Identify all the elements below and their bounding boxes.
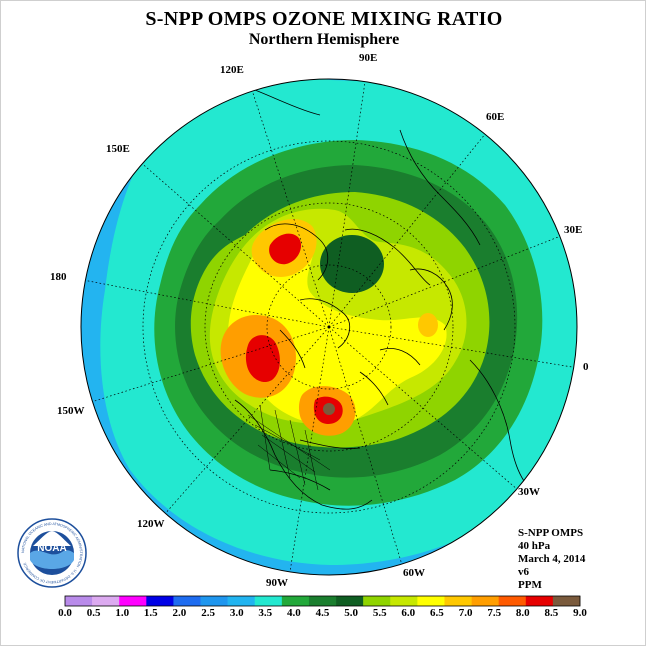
colorbar-swatch <box>444 596 472 606</box>
colorbar-outline <box>64 595 581 607</box>
colorbar-tick-label: 6.5 <box>430 607 444 619</box>
field-red-canada <box>245 335 280 383</box>
colorbar-swatch <box>471 596 499 606</box>
colorbar-tick-label: 1.0 <box>115 607 130 619</box>
colorbar-swatch <box>390 596 418 606</box>
colorbar-tick-label: 6.0 <box>401 607 416 619</box>
lon-label-150w: 150W <box>57 405 85 417</box>
info-instrument: S-NPP OMPS <box>518 527 584 539</box>
colorbar-tick-label: 8.5 <box>544 607 559 619</box>
colorbar-tick-label: 2.0 <box>172 607 187 619</box>
colorbar-swatch <box>119 596 147 606</box>
graticule <box>81 79 577 575</box>
colorbar-tick-label: 3.0 <box>229 607 244 619</box>
colorbar-tick-label: 4.0 <box>287 607 301 619</box>
info-units: PPM <box>518 579 542 591</box>
colorbar-swatch <box>281 596 310 606</box>
lon-label-120e: 120E <box>220 64 244 76</box>
colorbar-swatch <box>173 596 201 606</box>
colorbar-tick-label: 0.0 <box>58 607 72 619</box>
lon-label-90w: 90W <box>266 577 288 589</box>
colorbar-swatch <box>552 596 581 606</box>
colorbar-swatch <box>254 596 283 606</box>
info-version: v6 <box>518 566 529 578</box>
info-date: March 4, 2014 <box>518 553 586 565</box>
colorbar-tick-label: 7.0 <box>458 607 473 619</box>
noaa-logo-text: NOAA <box>37 543 66 554</box>
lon-label-30e: 30E <box>564 224 582 236</box>
lon-label-0: 0 <box>583 361 589 373</box>
ozone-field <box>81 79 577 575</box>
field-brown-peak <box>323 403 335 415</box>
colorbar-swatch <box>525 596 554 606</box>
lon-label-60e: 60E <box>486 111 504 123</box>
colorbar-tick-label: 2.5 <box>201 607 215 619</box>
lon-label-120w: 120W <box>137 518 165 530</box>
us-state-grid <box>247 404 331 491</box>
colorbar-swatch <box>146 596 174 606</box>
lon-label-90e: 90E <box>359 52 377 64</box>
colorbar-tick-label: 4.5 <box>315 607 330 619</box>
colorbar-tick-label: 9.0 <box>573 607 587 619</box>
map-boundary <box>80 78 578 576</box>
colorbar-tick-label: 0.5 <box>86 607 101 619</box>
colorbar-swatch <box>92 596 120 606</box>
colorbar-swatch <box>308 596 337 606</box>
field-red-alaska <box>269 233 302 265</box>
colorbar-tick-label: 7.5 <box>487 607 502 619</box>
colorbar-swatch <box>200 596 228 606</box>
colorbar-tick-label: 5.5 <box>372 607 387 619</box>
colorbar-swatch <box>65 596 93 606</box>
colorbar-swatch <box>363 596 391 606</box>
colorbar-swatch <box>336 596 364 606</box>
colorbar-swatch <box>227 596 256 606</box>
info-level: 40 hPa <box>518 540 551 552</box>
coastline-arctic <box>264 223 453 406</box>
lon-label-150e: 150E <box>106 143 130 155</box>
field-dark-green-low <box>320 235 384 293</box>
noaa-logo: NOAA NATIONAL OCEANIC AND ATMOSPHERIC AD… <box>17 518 87 588</box>
field-orange-europe <box>418 313 438 337</box>
lon-label-60w: 60W <box>403 567 425 579</box>
colorbar-swatch <box>498 596 527 606</box>
map-subtitle: Northern Hemisphere <box>248 31 400 48</box>
colorbar-swatch <box>417 596 445 606</box>
colorbar-tick-label: 1.5 <box>143 607 158 619</box>
lon-label-180: 180 <box>50 271 67 283</box>
colorbar-tick-label: 5.0 <box>344 607 358 619</box>
colorbar <box>64 595 581 607</box>
lon-label-30w: 30W <box>518 486 540 498</box>
map-title: S-NPP OMPS OZONE MIXING RATIO <box>145 8 503 30</box>
colorbar-tick-label: 3.5 <box>258 607 273 619</box>
colorbar-tick-label: 8.0 <box>515 607 530 619</box>
